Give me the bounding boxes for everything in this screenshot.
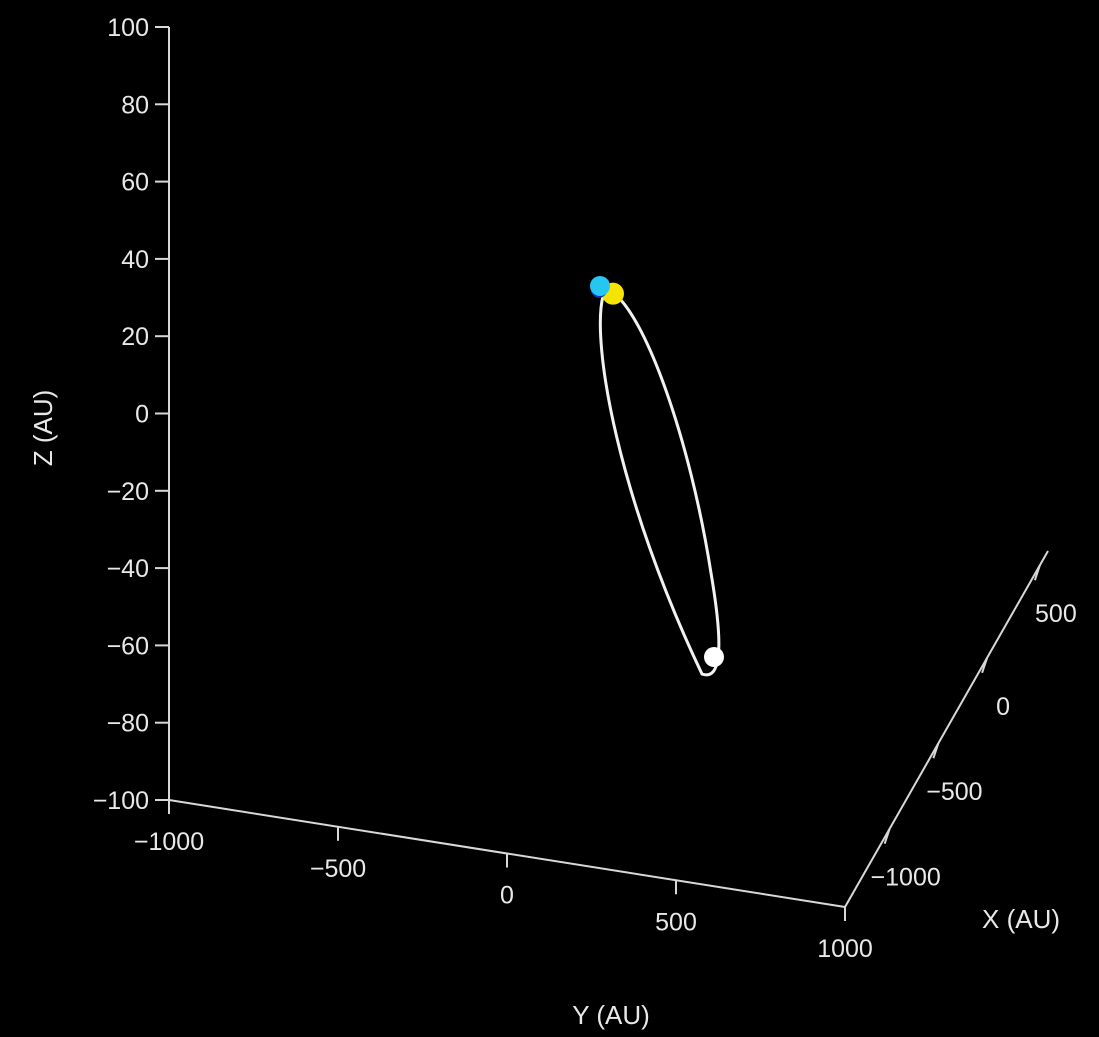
z-tick-label: −100 bbox=[93, 787, 149, 815]
body-marker bbox=[704, 646, 724, 667]
x-tick-mark bbox=[932, 742, 940, 759]
body-marker bbox=[590, 275, 610, 296]
y-tick-label: 1000 bbox=[817, 935, 873, 963]
z-tick-label: 20 bbox=[121, 323, 149, 351]
y-axis-title: Y (AU) bbox=[572, 1000, 650, 1030]
y-tick-label: 500 bbox=[655, 908, 697, 936]
x-tick-label: 0 bbox=[996, 693, 1010, 721]
x-tick-mark bbox=[1033, 564, 1041, 581]
x-axis-ticks: −1000 −500 0 500 bbox=[871, 564, 1077, 892]
x-tick-label: −500 bbox=[926, 778, 982, 806]
z-tick-label: 40 bbox=[121, 246, 149, 274]
z-tick-label: −60 bbox=[107, 632, 149, 660]
y-axis-ticks: −1000 −500 0 500 1000 bbox=[134, 800, 873, 963]
body-markers bbox=[590, 275, 724, 667]
x-axis-title: X (AU) bbox=[982, 904, 1060, 934]
z-tick-label: 100 bbox=[107, 14, 149, 42]
z-tick-label: 60 bbox=[121, 169, 149, 197]
z-tick-label: −20 bbox=[107, 478, 149, 506]
x-tick-mark bbox=[981, 657, 989, 674]
z-axis-ticks: 100 80 60 40 20 0 −20 −40 −60 −80 −100 bbox=[93, 14, 169, 815]
z-axis-title: Z (AU) bbox=[28, 390, 58, 467]
z-tick-label: −40 bbox=[107, 555, 149, 583]
y-tick-label: −500 bbox=[310, 855, 366, 883]
x-axis-line bbox=[844, 550, 1049, 908]
y-tick-label: −1000 bbox=[134, 828, 204, 856]
z-tick-label: −80 bbox=[107, 710, 149, 738]
z-tick-label: 80 bbox=[121, 91, 149, 119]
y-tick-label: 0 bbox=[500, 882, 514, 910]
z-tick-label: 0 bbox=[135, 401, 149, 429]
x-tick-label: −1000 bbox=[871, 864, 941, 892]
x-tick-label: 500 bbox=[1035, 600, 1077, 628]
x-tick-mark bbox=[883, 828, 891, 844]
